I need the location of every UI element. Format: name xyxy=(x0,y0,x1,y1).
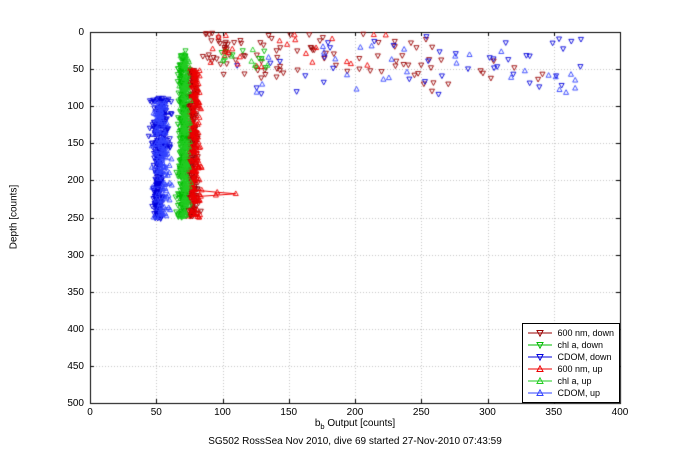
triangle-up-marker-icon xyxy=(528,364,553,372)
x-axis-label-sub: b xyxy=(320,422,325,431)
triangle-down-marker-icon xyxy=(528,354,553,362)
y-tick-label: 250 xyxy=(67,212,84,224)
y-tick-label: 450 xyxy=(67,360,84,372)
x-tick-label: 100 xyxy=(214,407,231,418)
legend-entry: 600 nm, up xyxy=(527,363,614,375)
y-tick-label: 50 xyxy=(72,64,84,76)
legend: 600 nm, down chl a, down CDOM, down 600 nm,… xyxy=(522,323,620,403)
x-tick-label: 50 xyxy=(150,407,162,418)
x-tick-label: 200 xyxy=(346,407,364,418)
legend-label: chl a, down xyxy=(557,340,603,350)
x-tick-label: 0 xyxy=(87,407,93,418)
triangle-up-marker-icon xyxy=(528,388,553,396)
legend-label: 600 nm, down xyxy=(557,328,614,338)
x-tick-label: 250 xyxy=(412,407,430,418)
y-tick-label: 300 xyxy=(67,249,84,261)
y-tick-label: 200 xyxy=(67,175,84,187)
x-tick-label: 350 xyxy=(545,407,563,418)
legend-label: CDOM, up xyxy=(557,388,600,398)
y-tick-label: 350 xyxy=(67,286,84,298)
legend-entry: chl a, down xyxy=(527,339,614,351)
legend-entry: CDOM, down xyxy=(527,351,614,363)
x-axis-label: bb Output [counts] xyxy=(315,418,395,431)
x-tick-label: 400 xyxy=(611,407,629,418)
y-tick-label: 0 xyxy=(78,27,84,38)
triangle-up-marker-icon xyxy=(528,376,553,384)
triangle-down-marker-icon xyxy=(528,342,553,350)
x-axis-label-post: Output [counts] xyxy=(324,418,396,429)
triangle-down-marker-icon xyxy=(528,330,553,338)
legend-label: chl a, up xyxy=(557,376,592,386)
x-axis-label-pre: b xyxy=(314,418,321,429)
x-tick-label: 300 xyxy=(479,407,496,418)
y-tick-label: 100 xyxy=(67,101,84,113)
figure-title: SG502 RossSea Nov 2010, dive 69 started … xyxy=(208,436,502,447)
legend-entry: CDOM, up xyxy=(527,387,614,399)
legend-label: CDOM, down xyxy=(557,352,612,362)
legend-label: 600 nm, up xyxy=(557,364,603,374)
y-tick-label: 150 xyxy=(67,138,84,150)
x-tick-label: 150 xyxy=(280,407,298,418)
y-tick-label: 400 xyxy=(67,323,84,335)
legend-entry: chl a, up xyxy=(527,375,614,387)
y-axis-label: Depth [counts] xyxy=(8,184,20,250)
y-tick-label: 500 xyxy=(67,398,84,409)
legend-entry: 600 nm, down xyxy=(527,327,614,339)
